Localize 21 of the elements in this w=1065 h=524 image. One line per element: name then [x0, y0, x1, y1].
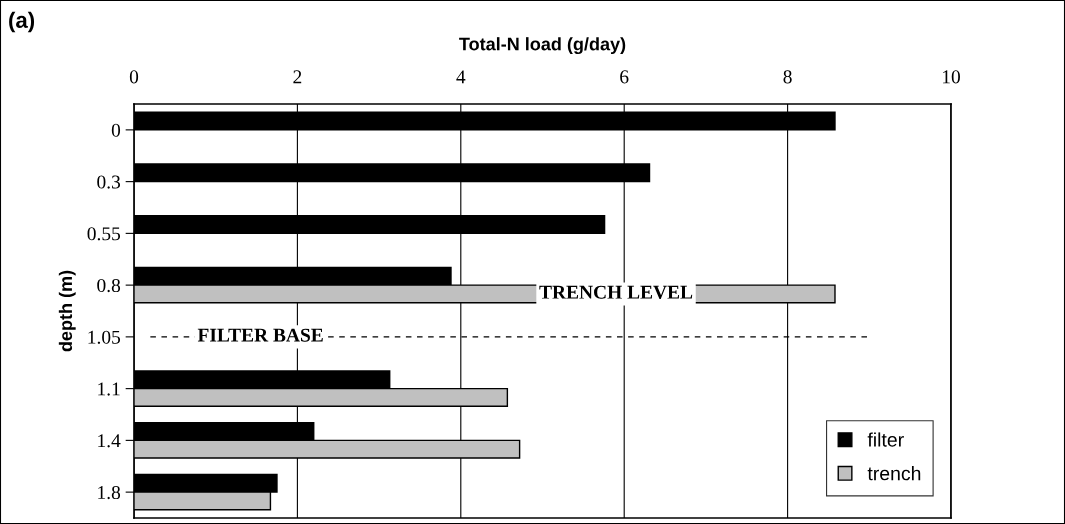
x-tick-label: 4 [456, 70, 466, 84]
chart-title: (a) [9, 11, 35, 33]
x-axis-title: Total-N load (g/day) [459, 37, 626, 55]
x-tick-label: 6 [620, 70, 629, 84]
legend-label: trench [867, 466, 921, 481]
legend-label: filter [867, 432, 904, 447]
y-tick-label: 1.4 [98, 434, 121, 448]
y-tick-label: 1.1 [98, 382, 120, 396]
y-tick-label: 1.8 [98, 485, 121, 500]
x-tick-label: 8 [783, 70, 792, 84]
y-tick-label: 0.3 [97, 175, 121, 189]
x-tick-label: 10 [942, 70, 960, 84]
y-tick-label: 1.05 [88, 330, 121, 344]
ref-line-label: FILTER BASE [197, 328, 323, 342]
y-tick-label: 0 [111, 123, 121, 137]
x-tick-label: 0 [129, 70, 139, 84]
y-axis-title: depth (m) [58, 270, 76, 352]
y-tick-label: 0.8 [97, 278, 121, 293]
x-tick-label: 2 [293, 70, 302, 84]
annotation: TRENCH LEVEL [539, 285, 693, 299]
y-tick-label: 0.55 [87, 227, 121, 241]
